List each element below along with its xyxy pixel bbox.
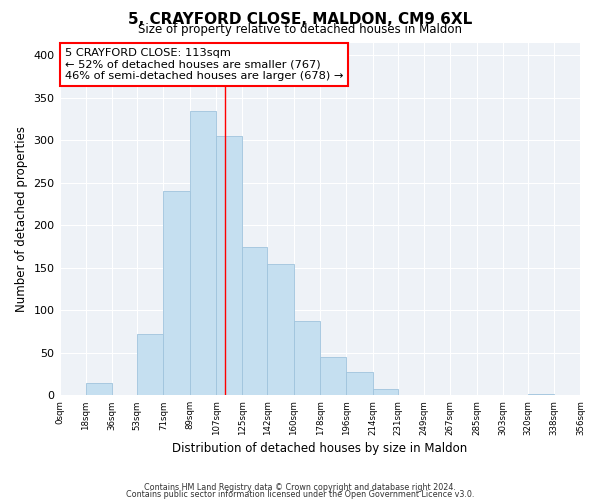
- Bar: [137, 334, 163, 396]
- Bar: [190, 110, 216, 396]
- X-axis label: Distribution of detached houses by size in Maldon: Distribution of detached houses by size …: [172, 442, 467, 455]
- Text: Contains HM Land Registry data © Crown copyright and database right 2024.: Contains HM Land Registry data © Crown c…: [144, 484, 456, 492]
- Bar: [373, 390, 398, 396]
- Bar: [320, 357, 346, 396]
- Bar: [86, 382, 112, 396]
- Bar: [216, 136, 242, 396]
- Bar: [163, 192, 190, 396]
- Text: Contains public sector information licensed under the Open Government Licence v3: Contains public sector information licen…: [126, 490, 474, 499]
- Y-axis label: Number of detached properties: Number of detached properties: [15, 126, 28, 312]
- Text: 5 CRAYFORD CLOSE: 113sqm
← 52% of detached houses are smaller (767)
46% of semi-: 5 CRAYFORD CLOSE: 113sqm ← 52% of detach…: [65, 48, 343, 81]
- Bar: [528, 394, 554, 396]
- Text: 5, CRAYFORD CLOSE, MALDON, CM9 6XL: 5, CRAYFORD CLOSE, MALDON, CM9 6XL: [128, 12, 472, 28]
- Bar: [268, 264, 293, 396]
- Bar: [242, 246, 268, 396]
- Bar: [293, 322, 320, 396]
- Text: Size of property relative to detached houses in Maldon: Size of property relative to detached ho…: [138, 22, 462, 36]
- Bar: [346, 372, 373, 396]
